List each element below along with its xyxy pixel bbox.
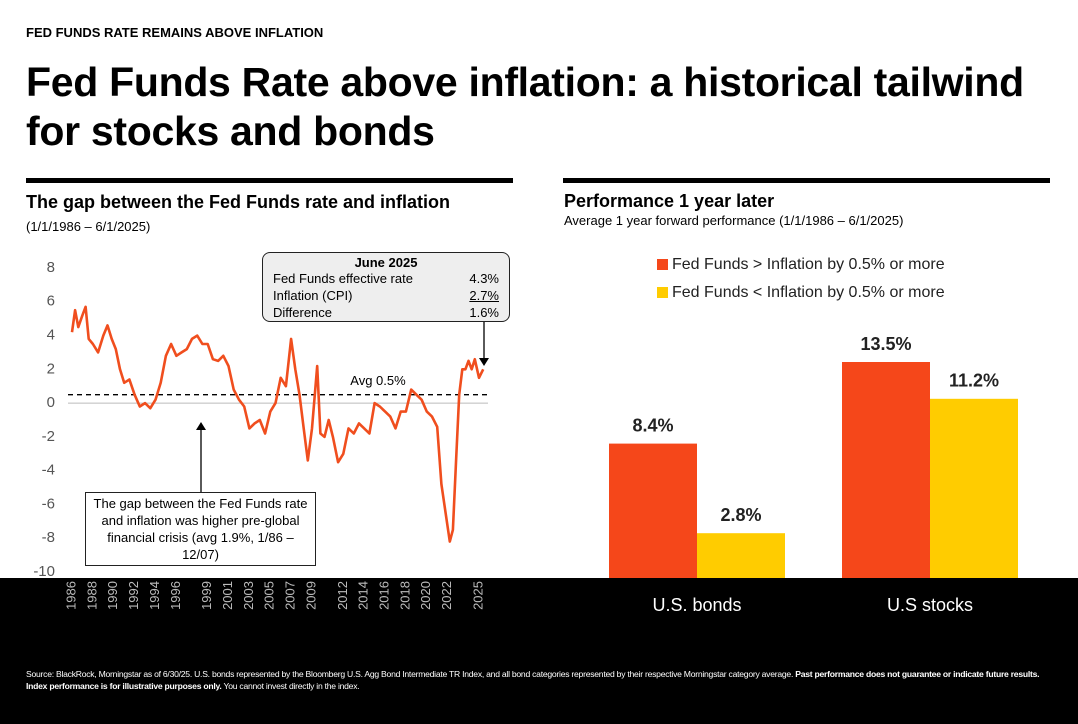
callout: June 2025 Fed Funds effective rate 4.3% I… (262, 252, 510, 322)
disclaimer: Past performance does not guarantee or i… (26, 669, 1040, 691)
callout-title: June 2025 (354, 255, 418, 270)
average-label: Avg 0.5% (350, 373, 406, 388)
callout-row: Inflation (CPI) 2.7% (273, 287, 499, 304)
value-label: 11.2% (949, 371, 999, 391)
chart-title: Performance 1 year later (564, 191, 775, 211)
x-tick-label: 2001 (220, 581, 235, 610)
y-tick-label: 2 (47, 360, 55, 377)
value-label: 13.5% (860, 334, 911, 354)
callout-label: Inflation (CPI) (273, 288, 353, 303)
y-tick-label: -6 (42, 495, 55, 512)
x-tick-label: 2020 (418, 581, 433, 610)
value-label: 2.8% (720, 505, 761, 525)
legend-swatch (657, 287, 668, 298)
x-tick-label: 1986 (63, 581, 78, 610)
x-tick-label: 2016 (377, 581, 392, 610)
callout-value: 4.3% (469, 271, 499, 286)
y-tick-label: 6 (47, 293, 55, 310)
y-tick-label: 4 (47, 327, 55, 344)
x-tick-label: 2009 (303, 581, 318, 610)
y-tick-label: -4 (42, 462, 55, 479)
callout-value: 2.7% (469, 288, 499, 303)
eyebrow: FED FUNDS RATE REMAINS ABOVE INFLATION (26, 25, 324, 40)
bar (697, 533, 785, 578)
note-arrowhead (196, 422, 206, 430)
x-tick-label: 1990 (105, 581, 120, 610)
x-tick-label: 2018 (397, 581, 412, 610)
x-tick-label: 1992 (126, 581, 141, 610)
chart-title-wrap: The gap between the Fed Funds rate and i… (26, 191, 506, 238)
x-tick-label: 2014 (356, 581, 371, 610)
x-tick-label: U.S stocks (887, 595, 973, 615)
callout-arrowhead (479, 358, 489, 366)
callout-value: 1.6% (469, 305, 499, 320)
y-tick-label: -8 (42, 529, 55, 546)
x-tick-label: 2003 (241, 581, 256, 610)
bar (930, 398, 1018, 578)
value-label: 8.4% (632, 415, 673, 435)
headline: Fed Funds Rate above inflation: a histor… (26, 59, 1024, 154)
callout-label: Fed Funds effective rate (273, 271, 413, 286)
y-tick-label: -2 (42, 428, 55, 445)
legend-label: Fed Funds < Inflation by 0.5% or more (672, 284, 945, 301)
y-tick-label: -10 (33, 563, 55, 580)
x-tick-label: U.S. bonds (652, 595, 741, 615)
x-tick-label: 2025 (470, 581, 485, 610)
x-tick-label: 1999 (199, 581, 214, 610)
x-tick-label: 1996 (168, 581, 183, 610)
x-tick-label: 1988 (84, 581, 99, 610)
y-tick-label: 8 (47, 259, 55, 276)
footer-band (0, 578, 1078, 724)
callout-row: Difference 1.6% (273, 304, 499, 321)
chart-subtitle: Average 1 year forward performance (1/1/… (564, 213, 904, 228)
legend-swatch (657, 259, 668, 270)
x-tick-label: 1994 (147, 581, 162, 610)
chart-title: The gap between the Fed Funds rate and i… (26, 192, 451, 212)
y-tick-label: 0 (47, 394, 55, 411)
closing: You cannot invest directly in the index. (223, 681, 360, 691)
x-tick-label: 2022 (439, 581, 454, 610)
x-tick-label: 2007 (283, 581, 298, 610)
legend-label: Fed Funds > Inflation by 0.5% or more (672, 256, 945, 273)
annotation: The gap between the Fed Funds rate and i… (85, 492, 316, 566)
line-series (70, 305, 485, 543)
callout-label: Difference (273, 305, 333, 320)
chart-subtitle: (1/1/1986 – 6/1/2025) (26, 219, 151, 234)
footnote: Source: BlackRock, Morningstar as of 6/3… (26, 668, 1056, 692)
bar (609, 443, 697, 578)
bar (842, 362, 930, 578)
x-tick-label: 2005 (262, 581, 277, 610)
rule (563, 178, 1050, 183)
source: Source: BlackRock, Morningstar as of 6/3… (26, 669, 794, 679)
callout-row: Fed Funds effective rate 4.3% (273, 270, 499, 287)
x-tick-label: 2012 (335, 581, 350, 610)
rule (26, 178, 513, 183)
